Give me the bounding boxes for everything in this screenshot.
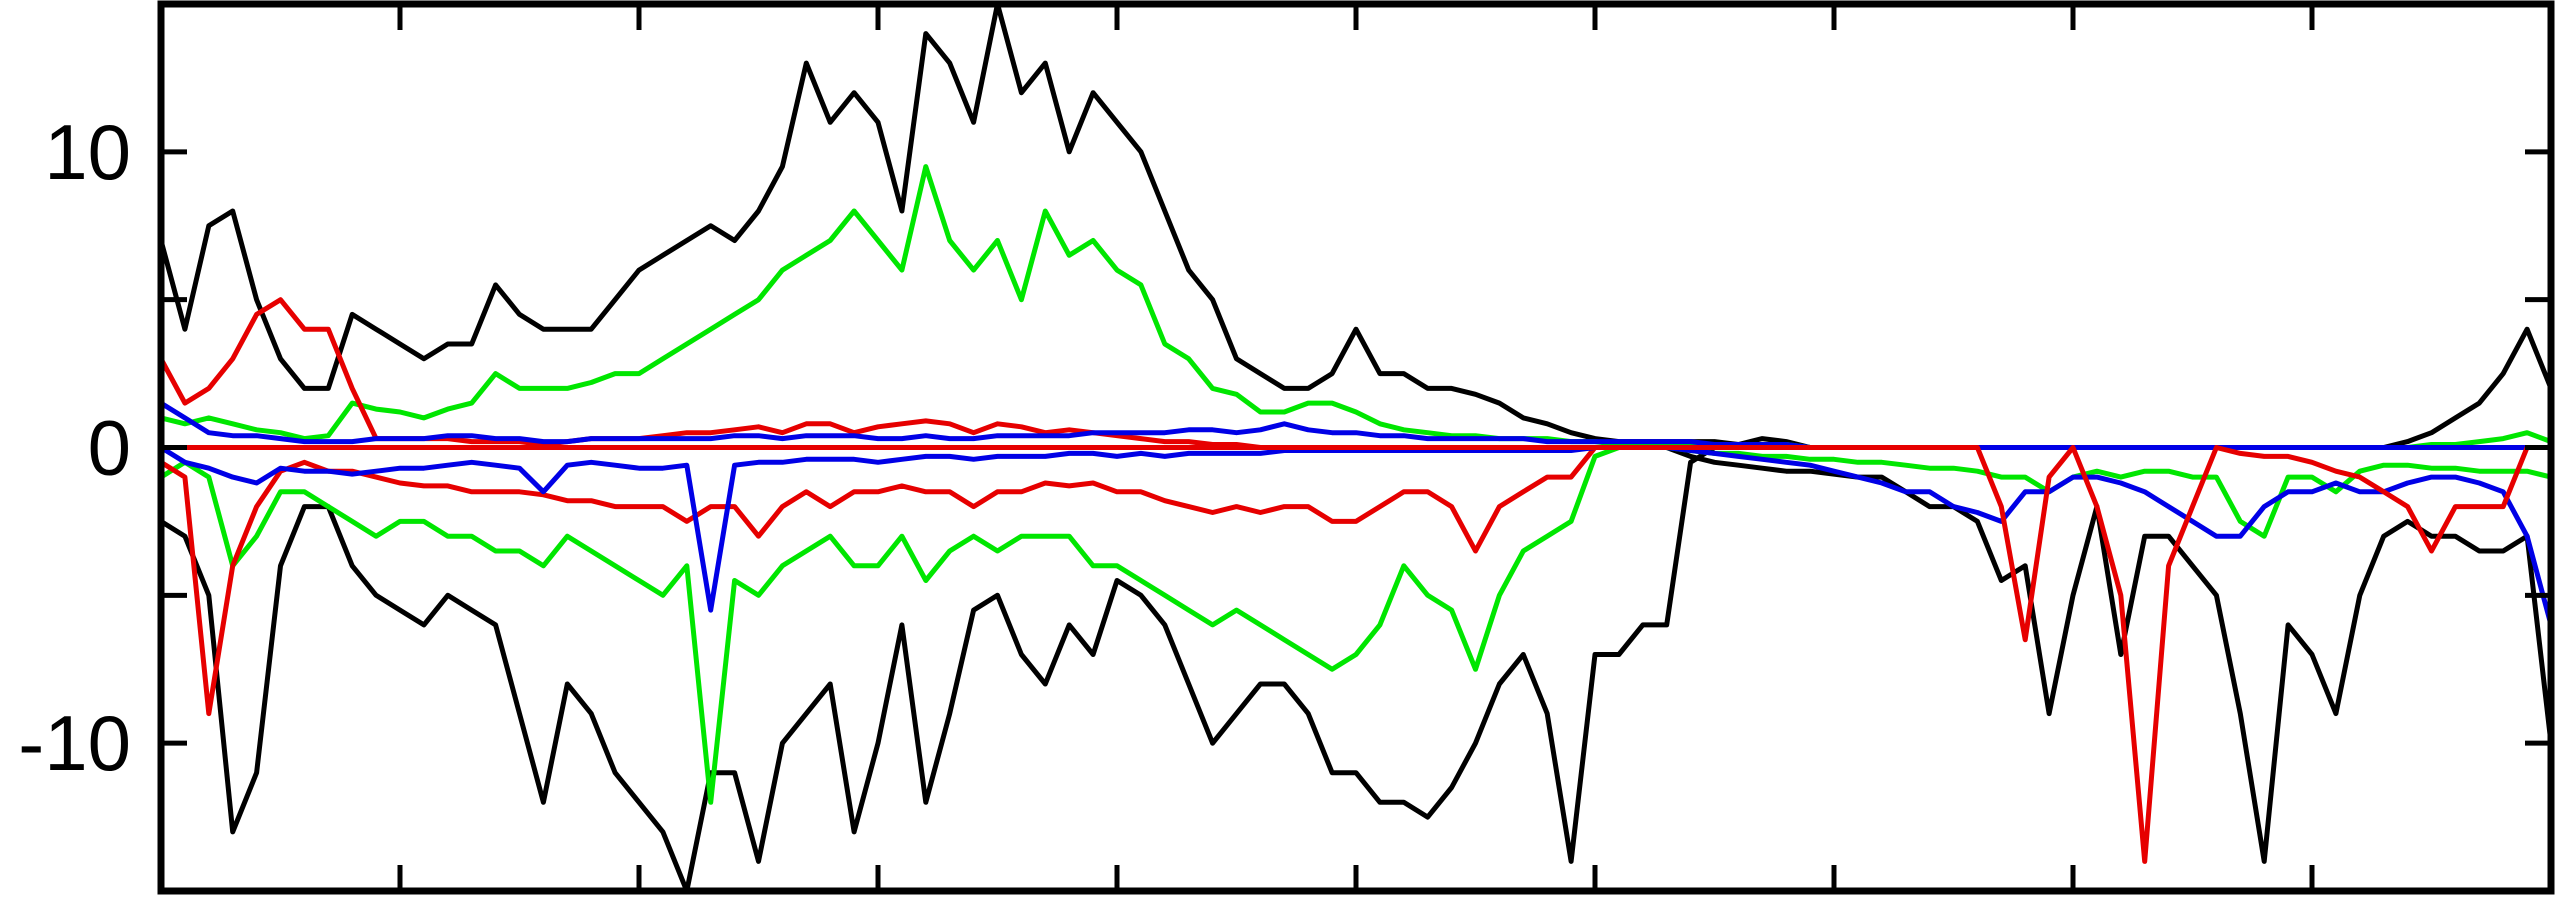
y-tick-label: 10	[44, 108, 131, 196]
series-line-2	[158, 164, 2554, 450]
y-tick-labels: -10 0 10	[18, 108, 131, 787]
series-line-7	[158, 445, 2554, 717]
series-line-5	[158, 445, 2554, 894]
y-tick-label: 0	[88, 404, 131, 492]
plot-frame	[157, 0, 2555, 895]
series-line-11	[158, 445, 2554, 628]
series-layer	[158, 1, 2554, 894]
series-line-1	[158, 1, 2554, 450]
series-line-3	[158, 297, 2554, 450]
series-line-12	[158, 445, 2554, 864]
series-line-8	[158, 445, 2554, 613]
y-tick-label: -10	[18, 699, 131, 787]
